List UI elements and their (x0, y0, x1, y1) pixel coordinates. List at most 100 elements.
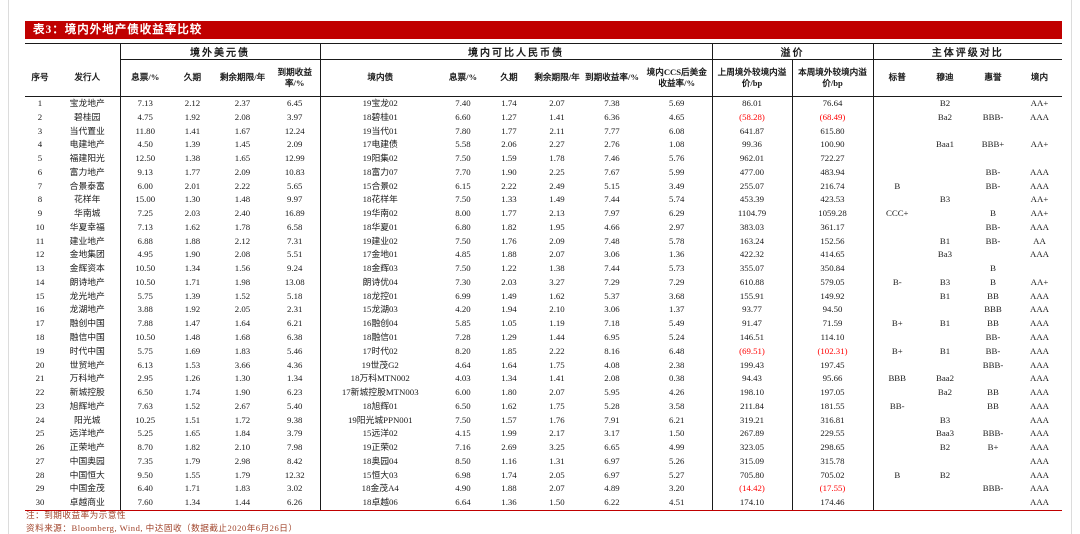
cell: 卓越商业 (55, 496, 121, 511)
cell: BB (987, 318, 999, 329)
table-body: 1 宝龙地产 7.13 2.12 2.37 6.45 19宝龙02 7.40 1.74 2.07 7… (25, 96, 1062, 511)
table-row: 25 远洋地产 5.25 1.65 1.84 3.79 15远洋02 4.15 1.99 2.17… (25, 427, 1062, 442)
cell: 10.50 (135, 276, 156, 287)
cell: 1.71 (184, 483, 201, 494)
cell: 174.10 (712, 496, 793, 511)
cell: 5.49 (642, 317, 713, 332)
cell: 91.47 (712, 317, 793, 332)
cell: 5.75 (137, 345, 153, 356)
cell: 2.11 (549, 125, 565, 136)
cell: 4.99 (642, 441, 713, 455)
cell: AAA (1017, 496, 1062, 511)
cell: 7.25 (137, 208, 153, 219)
cell: 7.30 (455, 276, 471, 287)
cell: 5.37 (604, 290, 620, 301)
cell: 3.58 (642, 399, 713, 414)
cell: 2.10 (549, 304, 565, 315)
cell: BBB- (982, 428, 1004, 439)
cell: AAA (1029, 111, 1050, 122)
cell: 5.78 (642, 234, 713, 249)
table-row: 17 融创中国 7.88 1.47 1.64 6.21 16融创04 5.85 1.05 1.19… (25, 317, 1062, 332)
cell: 16.89 (270, 207, 321, 221)
cell: AAA (1029, 387, 1050, 398)
cell: 19阳光城PPN001 (347, 414, 413, 425)
cell: 4 (37, 139, 43, 150)
cell: 5.18 (270, 289, 321, 304)
cell: BB- (985, 332, 1001, 343)
cell: 319.21 (712, 413, 793, 428)
cell: 1.77 (184, 166, 201, 177)
cell: 13 (35, 263, 45, 274)
cell: 1.44 (215, 496, 270, 511)
cell: Baa3 (935, 428, 955, 439)
column-header: 到期收益率/% (582, 59, 642, 97)
cell: 2.22 (234, 180, 251, 191)
cell (921, 331, 969, 345)
cell: 1.78 (234, 221, 251, 232)
cell: 正荣地产 (55, 441, 121, 455)
cell: AAA (1029, 290, 1050, 301)
column-header: 息票/% (120, 59, 170, 97)
cell: 19宝龙02 (362, 98, 398, 108)
cell: 10.25 (135, 414, 156, 425)
cell: 12.24 (270, 124, 321, 139)
cell (873, 221, 921, 235)
cell: 6.00 (455, 387, 471, 398)
cell: 7.67 (604, 166, 620, 177)
cell: B2 (939, 442, 951, 453)
cell: 1.51 (184, 414, 201, 425)
cell: Baa1 (935, 139, 955, 150)
cell: 1.57 (501, 414, 517, 425)
cell (969, 372, 1017, 386)
cell: 19世茂G2 (361, 359, 399, 370)
column-header: 发行人 (55, 59, 121, 97)
cell: BB- (985, 221, 1001, 232)
cell (873, 290, 921, 304)
cell (873, 166, 921, 180)
cell: 1.44 (549, 332, 565, 343)
cell: 361.17 (792, 220, 874, 235)
cell: AAA (1029, 400, 1050, 411)
cell: AA+ (1030, 194, 1049, 205)
cell: 23 (35, 400, 45, 411)
cell: 18华夏01 (362, 221, 398, 232)
cell: 4.66 (604, 221, 620, 232)
cell: 705.02 (792, 468, 874, 483)
cell: Ba2 (937, 387, 953, 398)
cell: 1.83 (234, 483, 251, 494)
cell: Ba2 (937, 111, 953, 122)
cell (873, 359, 921, 373)
cell: 龙光地产 (55, 289, 121, 304)
cell: 3.27 (549, 276, 565, 287)
cell: 9.38 (270, 413, 321, 428)
cell: B1 (939, 235, 951, 246)
cell: AA+ (1030, 98, 1049, 108)
cell (969, 455, 1017, 469)
cell: 1.39 (184, 290, 201, 301)
cell: 6.22 (582, 496, 642, 511)
cell: 7.97 (604, 208, 620, 219)
cell (873, 427, 921, 441)
cell: 中国恒大 (55, 468, 121, 483)
cell: 4.20 (455, 304, 471, 315)
cell: 15合景02 (362, 180, 398, 191)
cell (921, 180, 969, 194)
cell: 2 (37, 111, 43, 122)
cell: B3 (939, 194, 951, 205)
cell: AAA (1029, 455, 1050, 466)
cell (969, 248, 1017, 262)
cell: 7.29 (642, 275, 713, 290)
cell: 17新城控股MTN003 (341, 387, 419, 398)
table-header: 境外美元债 境内可比人民币债 溢价 主体评级对比 序号 发行人 息票/% 久期 剩余期限/年到… (25, 43, 1062, 97)
cell: 1.38 (549, 263, 565, 274)
cell: AA+ (1030, 276, 1049, 287)
cell: 1.94 (501, 304, 517, 315)
cell: 423.53 (792, 193, 874, 208)
cell: 9.24 (270, 262, 321, 276)
cell: 3.25 (549, 442, 565, 453)
cell: 1.34 (170, 496, 215, 511)
cell: 1.77 (501, 125, 517, 136)
cell: 7.28 (455, 332, 471, 343)
cell: BB (987, 387, 999, 398)
cell: 1.38 (184, 153, 201, 164)
